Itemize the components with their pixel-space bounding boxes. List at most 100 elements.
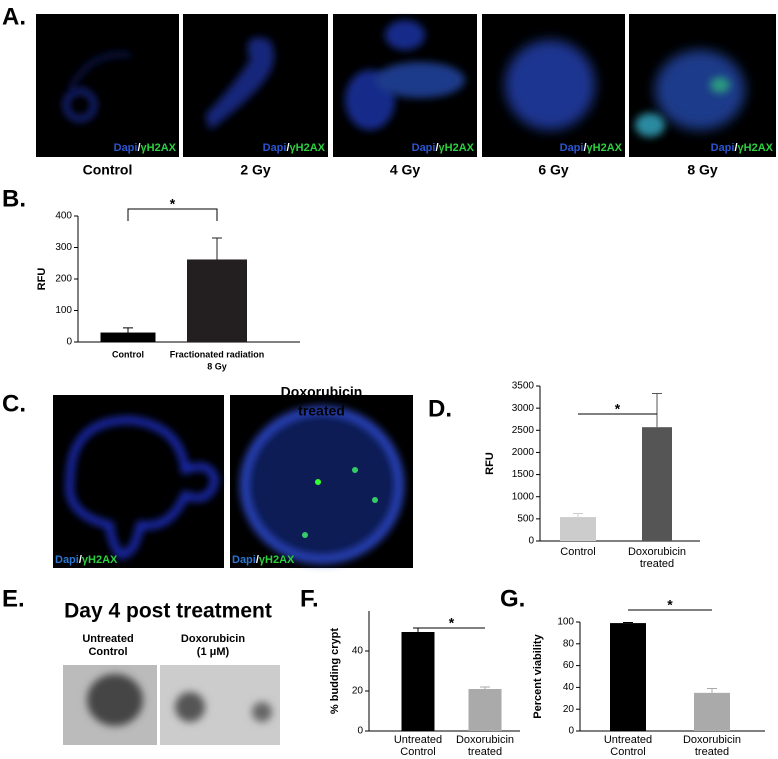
caption: 4 Gy bbox=[390, 162, 421, 178]
x-tick-label: Control bbox=[560, 546, 595, 558]
stain-part: Dapi bbox=[114, 142, 138, 154]
y-tick-label: 2000 bbox=[512, 447, 535, 458]
image-label: (1 μM) bbox=[197, 646, 230, 658]
stain-label: Dapi/γH2AX bbox=[412, 142, 475, 154]
caption: treated bbox=[298, 403, 345, 419]
y-tick-label: 40 bbox=[352, 646, 364, 657]
y-tick-label: 20 bbox=[563, 704, 575, 715]
y-tick-label: 300 bbox=[55, 242, 72, 253]
y-tick-label: 0 bbox=[66, 337, 72, 348]
stain-part: / bbox=[79, 554, 82, 566]
panel-label: D. bbox=[428, 395, 452, 422]
organoid bbox=[68, 52, 131, 91]
y-tick-label: 40 bbox=[563, 682, 575, 693]
foci bbox=[315, 479, 321, 485]
organoid bbox=[66, 416, 219, 559]
image-label: Control bbox=[88, 646, 127, 658]
organoid bbox=[175, 692, 205, 722]
foci bbox=[372, 497, 378, 503]
x-tick-label: treated bbox=[468, 746, 502, 758]
organoid bbox=[635, 113, 665, 137]
stain-label: Dapi/γH2AX bbox=[711, 142, 774, 154]
caption: Control bbox=[83, 162, 133, 178]
bar bbox=[642, 427, 672, 541]
y-tick-label: 2500 bbox=[512, 425, 535, 436]
y-axis-label: RFU bbox=[484, 452, 496, 475]
error-bar bbox=[623, 622, 633, 624]
organoid bbox=[710, 77, 730, 93]
stain-part: γH2AX bbox=[82, 554, 118, 566]
image-label: Untreated bbox=[82, 633, 133, 645]
y-tick-label: 3500 bbox=[512, 381, 535, 392]
x-tick-label: Control bbox=[610, 746, 645, 758]
caption: Control bbox=[114, 397, 164, 413]
x-tick-label: Control bbox=[400, 746, 435, 758]
stain-part: γH2AX bbox=[259, 554, 295, 566]
y-axis-label: RFU bbox=[36, 268, 48, 291]
error-bar bbox=[652, 393, 662, 428]
y-tick-label: 100 bbox=[557, 617, 574, 628]
error-bar bbox=[413, 627, 423, 632]
significance: * bbox=[615, 401, 621, 417]
x-tick-label: Untreated bbox=[394, 734, 442, 746]
y-tick-label: 60 bbox=[563, 660, 575, 671]
x-tick-label: Doxorubicin bbox=[628, 546, 686, 558]
stain-part: Dapi bbox=[263, 142, 287, 154]
panel-label: G. bbox=[500, 585, 525, 612]
significance-bracket bbox=[127, 208, 218, 221]
error-bar bbox=[212, 237, 222, 260]
y-tick-label: 0 bbox=[528, 536, 534, 547]
bar bbox=[401, 632, 435, 731]
organoid bbox=[385, 20, 425, 50]
y-tick-label: 1000 bbox=[512, 491, 535, 502]
error-bar bbox=[480, 686, 490, 689]
panel-label: A. bbox=[2, 3, 26, 30]
stain-part: / bbox=[583, 142, 586, 154]
organoid bbox=[240, 406, 404, 564]
x-tick-label: treated bbox=[640, 558, 674, 570]
foci bbox=[302, 532, 308, 538]
stain-part: / bbox=[435, 142, 438, 154]
error-bar bbox=[707, 687, 717, 693]
x-tick-label: Doxorubicin bbox=[683, 734, 741, 746]
y-tick-label: 80 bbox=[563, 638, 575, 649]
caption: Doxorubicin bbox=[281, 384, 363, 400]
organoid bbox=[252, 702, 272, 722]
organoid bbox=[63, 88, 97, 122]
organoid bbox=[205, 37, 274, 130]
panel-label: E. bbox=[2, 585, 25, 612]
stain-part: Dapi bbox=[560, 142, 584, 154]
stain-part: γH2AX bbox=[587, 142, 623, 154]
y-tick-label: 1500 bbox=[512, 469, 535, 480]
panel-title: Day 4 post treatment bbox=[64, 600, 272, 623]
stain-part: Dapi bbox=[55, 554, 79, 566]
significance: * bbox=[667, 597, 673, 613]
caption: 6 Gy bbox=[538, 162, 569, 178]
y-tick-label: 0 bbox=[568, 726, 574, 737]
micrographs bbox=[36, 14, 776, 745]
significance: * bbox=[170, 196, 176, 212]
organoid bbox=[87, 674, 143, 726]
panel-label: C. bbox=[2, 390, 26, 417]
x-tick-label: treated bbox=[695, 746, 729, 758]
stain-part: / bbox=[256, 554, 259, 566]
stain-part: γH2AX bbox=[141, 142, 177, 154]
y-tick-label: 500 bbox=[517, 513, 534, 524]
stain-part: / bbox=[137, 142, 140, 154]
panel-label: F. bbox=[300, 585, 319, 612]
stain-label: Dapi/γH2AX bbox=[55, 554, 118, 566]
y-axis-label: % budding crypt bbox=[329, 628, 341, 715]
stain-part: / bbox=[286, 142, 289, 154]
stain-part: Dapi bbox=[412, 142, 436, 154]
micrograph bbox=[36, 14, 179, 157]
y-tick-label: 20 bbox=[352, 686, 364, 697]
caption: 2 Gy bbox=[240, 162, 271, 178]
image-label: Doxorubicin bbox=[181, 633, 245, 645]
x-tick-label: Untreated bbox=[604, 734, 652, 746]
stain-label: Dapi/γH2AX bbox=[560, 142, 623, 154]
stain-part: / bbox=[734, 142, 737, 154]
stain-label: Dapi/γH2AX bbox=[114, 142, 177, 154]
stain-part: Dapi bbox=[711, 142, 735, 154]
stain-part: Dapi bbox=[232, 554, 256, 566]
organoid bbox=[505, 40, 595, 130]
